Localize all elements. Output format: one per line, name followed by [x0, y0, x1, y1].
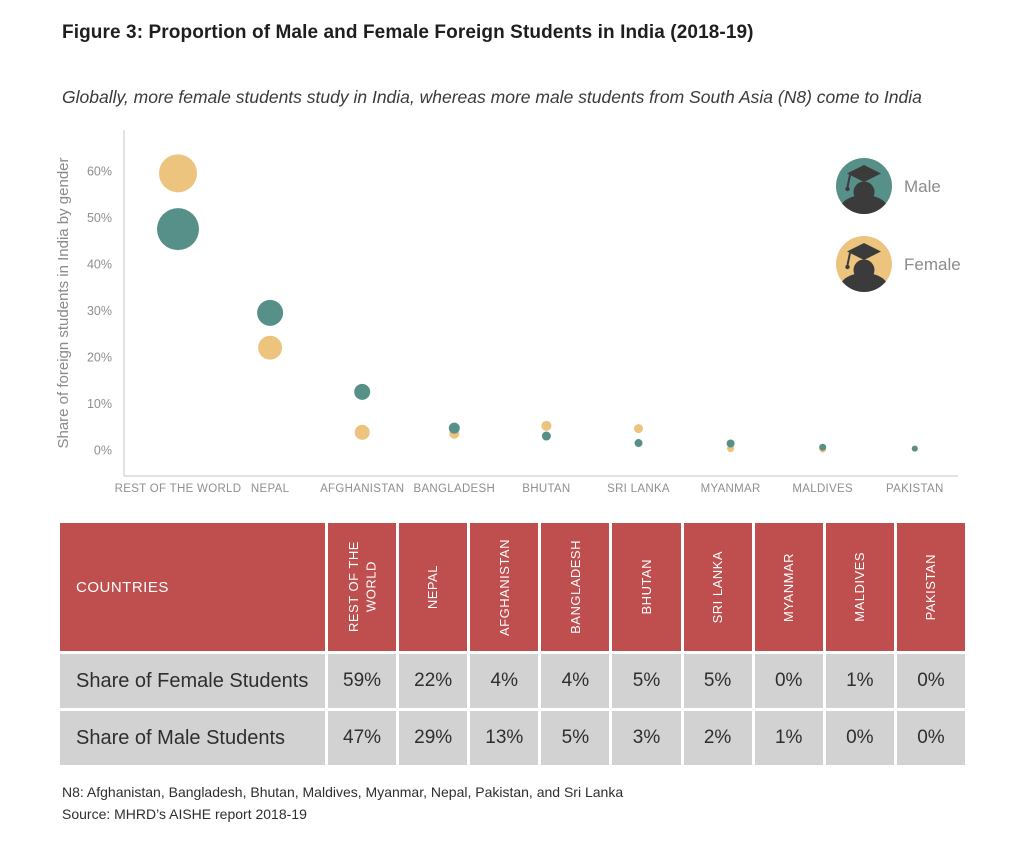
- x-category-label: BHUTAN: [522, 483, 570, 495]
- x-category-label: MYANMAR: [701, 483, 761, 495]
- graduation-cap-icon: [838, 243, 890, 292]
- bubble-female-nepal: [258, 335, 283, 360]
- table-cell-rest-of-the-world: 47%: [328, 711, 397, 765]
- x-category-label: MALDIVES: [792, 483, 853, 495]
- table-cell-pakistan: 0%: [896, 711, 965, 765]
- bubble-male-nepal: [257, 299, 284, 326]
- footnote-source: Source: MHRD’s AISHE report 2018-19: [62, 806, 307, 823]
- column-header-text: NEPAL: [425, 564, 441, 610]
- table-header-bhutan: BHUTAN: [612, 523, 681, 651]
- table-cell-afghanistan: 4%: [470, 654, 539, 708]
- x-category-label: SRI LANKA: [607, 483, 670, 495]
- bubble-female-afghanistan: [354, 424, 370, 440]
- bubble-male-maldives: [819, 443, 827, 451]
- bubble-female-rest-of-the-world: [159, 154, 197, 193]
- table-cell-bangladesh: 4%: [541, 654, 610, 708]
- table-cell-maldives: 1%: [825, 654, 894, 708]
- table-cell-bhutan: 5%: [612, 654, 681, 708]
- y-axis-title: Share of foreign students in India by ge…: [55, 157, 72, 448]
- table-cell-nepal: 22%: [399, 654, 468, 708]
- column-header-text: MYANMAR: [780, 552, 796, 622]
- bubble-male-bhutan: [541, 431, 551, 441]
- bubble-chart: 0% 10% 20% 30% 40% 50% 60% Share of foreign stu…: [0, 120, 1024, 522]
- y-tick-label: 10%: [87, 397, 112, 411]
- table-cell-sri-lanka: 5%: [683, 654, 752, 708]
- y-tick-label: 50%: [87, 211, 112, 225]
- data-table: COUNTRIES REST OF THE WORLD NEPAL AFGHANIST…: [60, 523, 965, 765]
- x-category-label: REST OF THE WORLD: [115, 483, 242, 495]
- table-header-afghanistan: AFGHANISTAN: [470, 523, 539, 651]
- y-tick-label: 30%: [87, 304, 112, 318]
- table-cell-nepal: 29%: [399, 711, 468, 765]
- table-row-label: Share of Male Students: [60, 711, 325, 765]
- table-header-myanmar: MYANMAR: [754, 523, 823, 651]
- column-header-text: AFGHANISTAN: [496, 538, 512, 636]
- figure-title: Figure 3: Proportion of Male and Female …: [62, 22, 754, 43]
- bubble-male-myanmar: [726, 439, 735, 448]
- footnote-n8: N8: Afghanistan, Bangladesh, Bhutan, Mal…: [62, 784, 624, 800]
- table-header-sri-lanka: SRI LANKA: [683, 523, 752, 651]
- figure-subtitle: Globally, more female students study in …: [62, 87, 922, 107]
- bubble-male-afghanistan: [354, 383, 371, 400]
- table-cell-bangladesh: 5%: [541, 711, 610, 765]
- bubble-chart-svg: 0% 10% 20% 30% 40% 50% 60% Share of foreign stu…: [55, 130, 961, 495]
- table-cell-bhutan: 3%: [612, 711, 681, 765]
- column-header-text: SRI LANKA: [709, 550, 725, 624]
- table-row-label: Share of Female Students: [60, 654, 325, 708]
- table-header-countries: COUNTRIES: [60, 523, 325, 651]
- x-category-label: NEPAL: [251, 483, 290, 495]
- table-header-rest-of-the-world: REST OF THE WORLD: [328, 523, 397, 651]
- bubble-female-sri-lanka: [634, 424, 643, 434]
- legend-label-female: Female: [904, 255, 961, 274]
- column-header-text: MALDIVES: [852, 552, 868, 622]
- y-tick-label: 0%: [94, 444, 112, 458]
- table-cell-rest-of-the-world: 59%: [328, 654, 397, 708]
- bubble-female-bhutan: [541, 420, 552, 431]
- x-category-label: PAKISTAN: [886, 483, 944, 495]
- table-cell-myanmar: 0%: [754, 654, 823, 708]
- column-header-text: BHUTAN: [638, 559, 654, 615]
- y-tick-label: 20%: [87, 351, 112, 365]
- table-header-maldives: MALDIVES: [825, 523, 894, 651]
- table-cell-maldives: 0%: [825, 711, 894, 765]
- bubble-male-pakistan: [911, 445, 918, 452]
- y-tick-label: 40%: [87, 258, 112, 272]
- graduation-cap-icon: [838, 165, 890, 214]
- legend-label-male: Male: [904, 177, 941, 196]
- x-category-label: BANGLADESH: [413, 483, 495, 495]
- bubble-male-rest-of-the-world: [157, 208, 199, 251]
- table-cell-afghanistan: 13%: [470, 711, 539, 765]
- x-category-label: AFGHANISTAN: [320, 483, 404, 495]
- table-cell-sri-lanka: 2%: [683, 711, 752, 765]
- female-legend-icon: [836, 236, 892, 292]
- table-header-nepal: NEPAL: [399, 523, 468, 651]
- bubble-male-bangladesh: [448, 422, 460, 434]
- bubble-male-sri-lanka: [634, 439, 643, 448]
- footnotes: N8: Afghanistan, Bangladesh, Bhutan, Mal…: [62, 781, 962, 826]
- column-header-text: REST OF THE WORLD: [345, 541, 379, 633]
- table-header-bangladesh: BANGLADESH: [541, 523, 610, 651]
- table-cell-myanmar: 1%: [754, 711, 823, 765]
- y-tick-label: 60%: [87, 165, 112, 179]
- column-header-text: BANGLADESH: [567, 540, 583, 634]
- table-header-pakistan: PAKISTAN: [896, 523, 965, 651]
- column-header-text: PAKISTAN: [923, 553, 939, 621]
- male-legend-icon: [836, 158, 892, 214]
- table-cell-pakistan: 0%: [896, 654, 965, 708]
